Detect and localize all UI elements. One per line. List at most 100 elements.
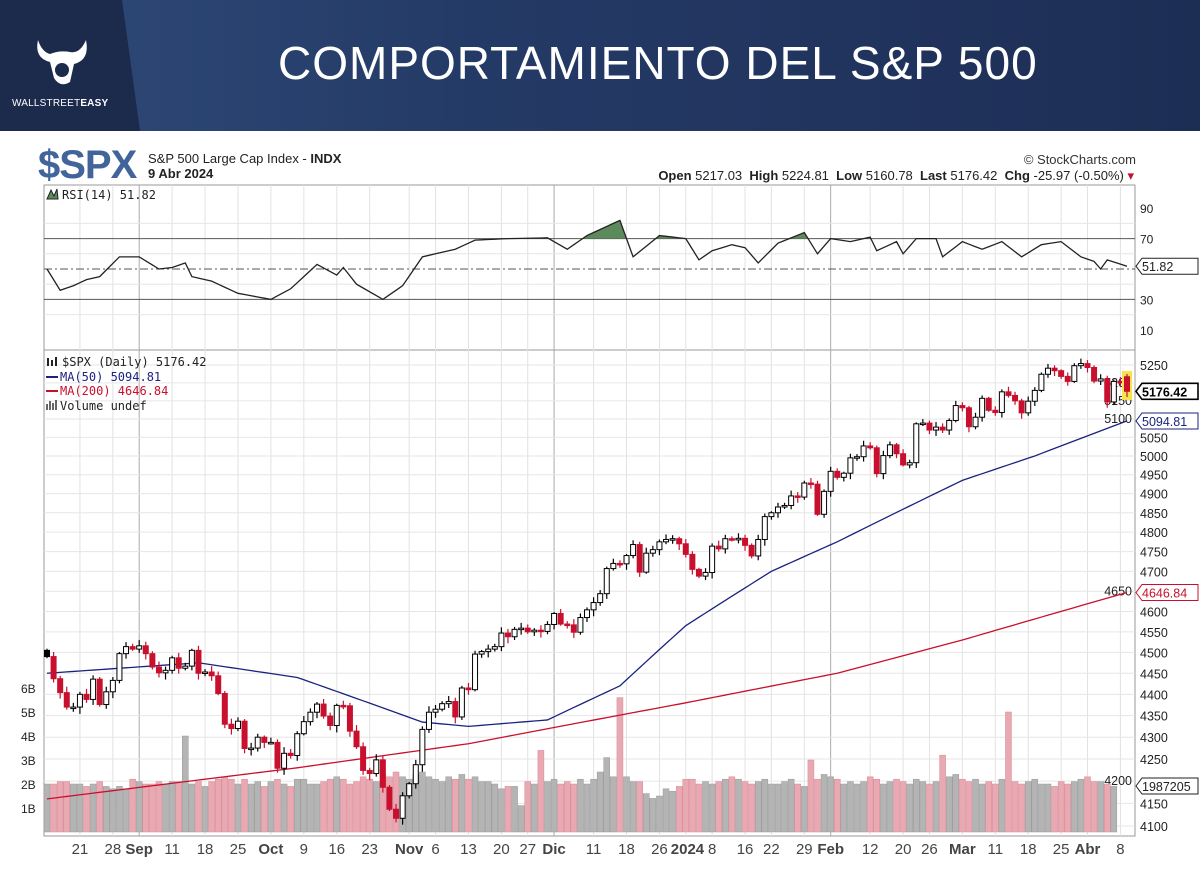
candle-body <box>788 495 795 506</box>
volume-bar <box>965 781 973 833</box>
volume-bar <box>419 771 426 833</box>
candle-body <box>531 629 538 633</box>
candle-body <box>919 422 926 426</box>
volume-bar <box>728 776 736 833</box>
candle-body <box>972 416 979 428</box>
candle-body <box>360 746 367 771</box>
candle-body <box>985 397 992 411</box>
candle-body <box>504 632 511 638</box>
candle-body <box>643 552 650 573</box>
volume-bar <box>70 783 77 833</box>
volume-bar <box>1044 783 1052 833</box>
volume-bar <box>814 778 821 833</box>
volume-bar <box>992 783 999 833</box>
x-tick-label: 16 <box>328 841 345 858</box>
candle-body <box>76 693 83 708</box>
candle-body <box>274 741 281 769</box>
volume-bar <box>998 778 1006 833</box>
volume-bar <box>610 776 617 833</box>
candle-body <box>926 422 933 431</box>
x-tick-label: Mar <box>949 841 976 858</box>
candle-body <box>314 703 320 713</box>
candle-body <box>491 646 498 650</box>
volume-bar <box>1110 786 1118 833</box>
candle-body <box>781 504 788 508</box>
rsi-value-tag-box <box>1135 257 1199 275</box>
x-tick-label: 26 <box>651 841 668 858</box>
volume-bar <box>346 783 354 833</box>
price-tick-label: 4400 <box>1140 688 1168 702</box>
volume-bar <box>748 783 755 833</box>
candle-body <box>1124 376 1130 392</box>
candle-body <box>893 444 900 455</box>
price-tick-label: 5000 <box>1140 450 1168 464</box>
volume-bar <box>531 783 538 833</box>
candle-body <box>511 628 518 638</box>
candle-body <box>366 769 373 775</box>
volume-bar <box>899 781 907 833</box>
candle-body <box>1104 378 1111 403</box>
candle-body <box>1025 400 1032 414</box>
candle-body <box>1018 400 1025 414</box>
candle-body <box>774 506 781 514</box>
rsi-tick-label: 90 <box>1140 202 1154 216</box>
candle-body <box>814 483 821 515</box>
last-price-tag: 5176.42 <box>1142 385 1187 399</box>
candle-body <box>393 808 400 819</box>
volume-bar <box>715 781 722 833</box>
volume-bar <box>781 781 788 833</box>
candle-body <box>202 671 209 675</box>
candle-body <box>155 666 162 674</box>
candle-body <box>195 649 202 674</box>
candle-body <box>998 391 1005 413</box>
volume-bar <box>636 781 643 833</box>
candle-body <box>551 612 558 625</box>
volume-bar <box>1057 781 1065 833</box>
ma200-legend: MA(200) 4646.84 <box>60 384 168 398</box>
candle-body <box>906 462 913 466</box>
volume-bar <box>1011 781 1019 833</box>
candle-body <box>728 538 735 541</box>
x-tick-label: 8 <box>1116 841 1124 858</box>
banner: WALLSTREETEASY COMPORTAMIENTO DEL S&P 50… <box>0 0 1200 131</box>
candle-body <box>307 711 314 723</box>
candle-body <box>287 752 294 756</box>
candle-body <box>188 649 195 667</box>
candle-body <box>254 736 261 749</box>
page-title: COMPORTAMIENTO DEL S&P 500 <box>278 37 1038 89</box>
candle-body <box>689 553 696 570</box>
candle-body <box>439 703 446 710</box>
candle-body <box>1110 380 1117 403</box>
copyright: © StockCharts.com <box>1023 152 1136 167</box>
price-tick-label: 4550 <box>1140 626 1168 640</box>
ma200-value-tag: 4646.84 <box>1142 587 1187 601</box>
x-tick-label: 26 <box>921 841 938 858</box>
price-legend: $SPX (Daily) 5176.42 <box>62 355 207 369</box>
volume-bar <box>208 781 215 833</box>
volume-bar <box>373 781 380 833</box>
volume-bar <box>702 781 709 833</box>
candle-body <box>524 627 531 633</box>
candle-body <box>234 720 241 730</box>
candle-body <box>709 545 716 574</box>
candle-body <box>669 538 676 541</box>
rsi-line <box>46 219 1128 301</box>
volume-bar <box>221 776 229 833</box>
volume-bar <box>603 757 611 833</box>
candle-body <box>1005 391 1012 396</box>
volume-legend: Volume undef <box>60 399 147 413</box>
volume-bar <box>63 781 71 833</box>
volume-bar <box>471 776 479 833</box>
candle-body <box>880 455 887 475</box>
candle-body <box>327 715 334 727</box>
volume-bar <box>201 786 209 833</box>
x-tick-label: Dic <box>542 841 565 858</box>
candle-body <box>458 687 465 718</box>
candle-body <box>557 612 564 625</box>
candle-body <box>103 691 110 706</box>
candle-body <box>597 593 604 604</box>
ma50-value-tag: 5094.81 <box>1142 415 1187 429</box>
volume-bar <box>550 778 558 833</box>
down-arrow-icon: ▾ <box>1127 168 1134 183</box>
last-price-tag-box <box>1135 382 1199 401</box>
